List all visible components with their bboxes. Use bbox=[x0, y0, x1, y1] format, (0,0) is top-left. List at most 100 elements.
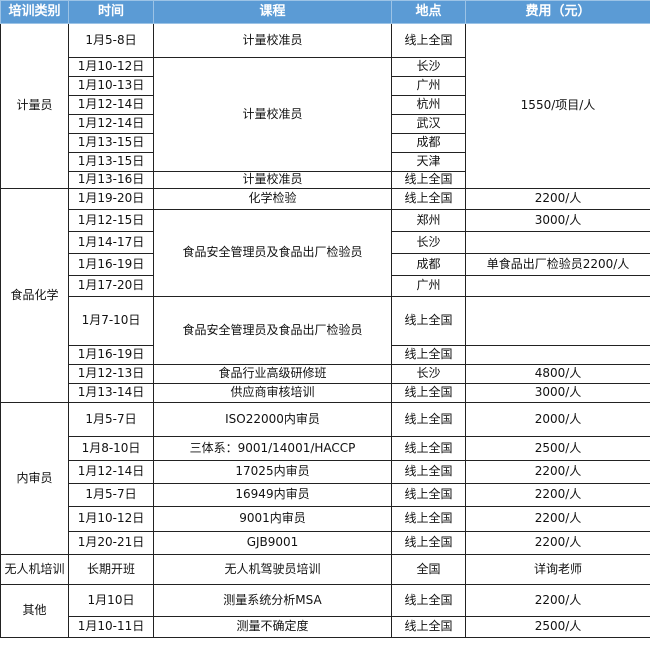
table-row: 1月10-13日 广州 bbox=[1, 76, 650, 96]
table-row: 1月10-11日 测量不确定度 线上全国 2500/人 bbox=[1, 616, 650, 638]
fee-cell bbox=[465, 345, 650, 365]
date-cell: 1月5-7日 bbox=[68, 483, 154, 507]
date-cell: 1月5-8日 bbox=[68, 23, 154, 58]
header-fee: 费用（元） bbox=[465, 0, 650, 24]
category-cell: 计量员 bbox=[0, 23, 69, 189]
header-category: 培训类别 bbox=[0, 0, 69, 24]
location-cell: 线上全国 bbox=[391, 460, 466, 484]
table-row: 1月10-12日 9001内审员 线上全国 2200/人 bbox=[1, 506, 650, 532]
course-cell: 测量系统分析MSA bbox=[153, 584, 392, 617]
date-cell: 1月12-14日 bbox=[68, 460, 154, 484]
location-cell: 长沙 bbox=[391, 364, 466, 384]
location-cell: 线上全国 bbox=[391, 483, 466, 507]
fee-cell: 2200/人 bbox=[465, 584, 650, 617]
table-row: 其他 1月10日 测量系统分析MSA 线上全国 2200/人 bbox=[0, 584, 650, 638]
date-cell: 1月20-21日 bbox=[68, 531, 154, 555]
table-row: 1月8-10日 三体系：9001/14001/HACCP 线上全国 2500/人 bbox=[1, 436, 650, 461]
fee-cell: 2000/人 bbox=[465, 402, 650, 437]
table-row: 1月13-15日 天津 bbox=[1, 152, 650, 172]
date-cell: 1月10-12日 bbox=[68, 57, 154, 77]
table-row: 食品化学 1月19-20日 化学检验 线上全国 2200/人 bbox=[0, 188, 650, 403]
table-row: 1月13-14日 供应商审核培训 线上全国 3000/人 bbox=[1, 383, 650, 403]
date-cell: 1月16-19日 bbox=[68, 253, 154, 276]
location-cell: 线上全国 bbox=[391, 436, 466, 461]
course-cell: 无人机驾驶员培训 bbox=[153, 554, 392, 585]
date-cell: 1月19-20日 bbox=[68, 188, 154, 210]
location-cell: 线上全国 bbox=[391, 23, 466, 58]
fee-cell bbox=[465, 231, 650, 254]
course-cell: GJB9001 bbox=[153, 531, 392, 555]
date-cell: 1月13-15日 bbox=[68, 152, 154, 172]
fee-cell: 2500/人 bbox=[465, 436, 650, 461]
fee-cell: 3000/人 bbox=[465, 383, 650, 403]
date-cell: 1月8-10日 bbox=[68, 436, 154, 461]
location-cell: 线上全国 bbox=[391, 345, 466, 365]
location-cell: 线上全国 bbox=[391, 402, 466, 437]
date-cell: 1月12-13日 bbox=[68, 364, 154, 384]
location-cell: 线上全国 bbox=[391, 616, 466, 638]
header-location: 地点 bbox=[391, 0, 466, 24]
date-cell: 1月13-15日 bbox=[68, 133, 154, 153]
date-cell: 1月5-7日 bbox=[68, 402, 154, 437]
header-row: 培训类别 时间 课程 地点 费用（元） bbox=[0, 0, 650, 24]
table-row: 计量员 1月5-8日 计量校准员 线上全国 1550/项目/人 bbox=[0, 23, 650, 189]
date-cell: 1月10-13日 bbox=[68, 76, 154, 96]
location-cell: 广州 bbox=[391, 275, 466, 297]
fee-cell: 2200/人 bbox=[465, 483, 650, 507]
date-cell: 1月10-11日 bbox=[68, 616, 154, 638]
table-row: 1月16-19日 成都 单食品出厂检验员2200/人 bbox=[1, 253, 650, 276]
date-cell: 1月12-14日 bbox=[68, 114, 154, 134]
fee-cell: 2200/人 bbox=[465, 506, 650, 532]
course-cell: 食品行业高级研修班 bbox=[153, 364, 392, 384]
location-cell: 全国 bbox=[391, 554, 466, 585]
date-cell: 长期开班 bbox=[68, 554, 154, 585]
course-cell: 9001内审员 bbox=[153, 506, 392, 532]
location-cell: 线上全国 bbox=[391, 383, 466, 403]
table-row: 1月12-14日 武汉 bbox=[1, 114, 650, 134]
location-cell: 杭州 bbox=[391, 95, 466, 115]
course-cell: 17025内审员 bbox=[153, 460, 392, 484]
training-schedule-table: 培训类别 时间 课程 地点 费用（元） 计量员 1月5-8日 计量校准员 线上全国 15… bbox=[0, 0, 650, 638]
location-cell: 线上全国 bbox=[391, 188, 466, 210]
fee-cell: 1550/项目/人 bbox=[465, 23, 650, 189]
table-row: 无人机培训 长期开班 无人机驾驶员培训 全国 详询老师 bbox=[0, 554, 650, 585]
location-cell: 天津 bbox=[391, 152, 466, 172]
table-row: 1月12-13日 食品行业高级研修班 长沙 4800/人 bbox=[1, 364, 650, 384]
location-cell: 线上全国 bbox=[391, 506, 466, 532]
location-cell: 郑州 bbox=[391, 209, 466, 232]
course-cell: 计量校准员 bbox=[153, 23, 392, 58]
location-cell: 线上全国 bbox=[391, 584, 466, 617]
table-row: 1月7-10日 食品安全管理员及食品出厂检验员 线上全国 bbox=[1, 296, 650, 365]
location-cell: 长沙 bbox=[391, 231, 466, 254]
table-row: 1月16-19日 线上全国 bbox=[1, 345, 650, 365]
course-cell: 三体系：9001/14001/HACCP bbox=[153, 436, 392, 461]
table-row: 1月12-14日 17025内审员 线上全国 2200/人 bbox=[1, 460, 650, 484]
fee-cell bbox=[465, 275, 650, 297]
fee-cell: 详询老师 bbox=[465, 554, 650, 585]
fee-cell: 2200/人 bbox=[465, 188, 650, 210]
header-date: 时间 bbox=[68, 0, 154, 24]
category-cell: 其他 bbox=[0, 584, 69, 638]
date-cell: 1月16-19日 bbox=[68, 345, 154, 365]
fee-cell: 4800/人 bbox=[465, 364, 650, 384]
fee-cell: 2500/人 bbox=[465, 616, 650, 638]
date-cell: 1月7-10日 bbox=[68, 296, 154, 346]
category-cell: 食品化学 bbox=[0, 188, 69, 403]
fee-cell: 3000/人 bbox=[465, 209, 650, 232]
category-cell: 无人机培训 bbox=[0, 554, 69, 585]
date-cell: 1月12-15日 bbox=[68, 209, 154, 232]
course-cell: 食品安全管理员及食品出厂检验员 bbox=[153, 209, 392, 297]
fee-cell bbox=[465, 296, 650, 346]
fee-cell: 2200/人 bbox=[465, 531, 650, 555]
date-cell: 1月10日 bbox=[68, 584, 154, 617]
table-row: 1月20-21日 GJB9001 线上全国 2200/人 bbox=[1, 531, 650, 555]
date-cell: 1月13-14日 bbox=[68, 383, 154, 403]
table-row: 1月13-16日 计量校准员 线上全国 bbox=[1, 171, 650, 189]
location-cell: 线上全国 bbox=[391, 171, 466, 189]
fee-cell: 2200/人 bbox=[465, 460, 650, 484]
header-course: 课程 bbox=[153, 0, 392, 24]
course-cell: 计量校准员 bbox=[153, 171, 392, 189]
location-cell: 成都 bbox=[391, 133, 466, 153]
course-cell: 计量校准员 bbox=[153, 57, 392, 172]
course-cell: ISO22000内审员 bbox=[153, 402, 392, 437]
